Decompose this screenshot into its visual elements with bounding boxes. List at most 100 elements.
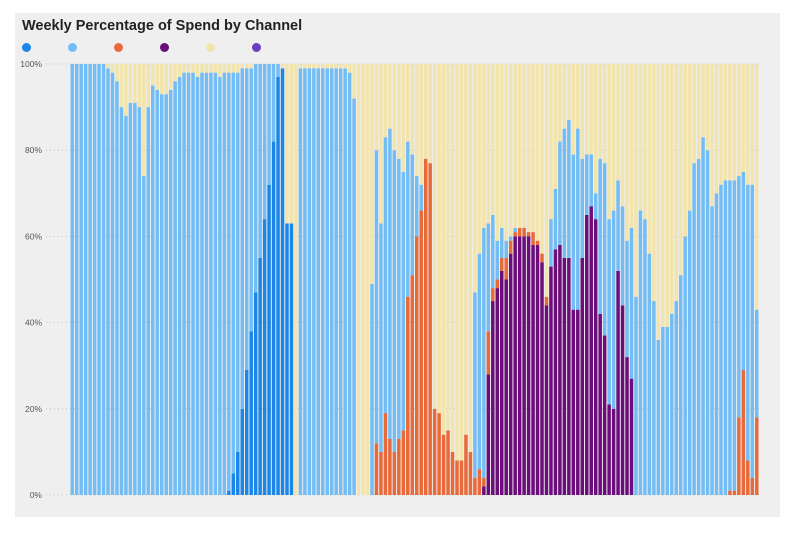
- bar-segment: [312, 64, 316, 69]
- bar-segment: [392, 150, 397, 452]
- bar-segment: [540, 262, 544, 495]
- bar-segment: [486, 64, 491, 224]
- bar-segment: [115, 64, 119, 82]
- y-tick-label: 20%: [25, 404, 42, 414]
- bar-segment: [750, 64, 755, 185]
- bar-segment: [522, 64, 526, 228]
- bar-segment: [571, 154, 576, 310]
- bar-segment: [383, 413, 388, 495]
- bar-segment: [629, 227, 634, 379]
- bar-segment: [213, 72, 218, 496]
- bar-segment: [719, 184, 723, 495]
- bar-segment: [491, 214, 495, 289]
- bar-segment: [589, 154, 593, 207]
- bar-segment: [240, 68, 244, 409]
- bar-segment: [500, 227, 504, 258]
- bar-segment: [137, 107, 142, 495]
- bar-segment: [504, 240, 508, 258]
- bar-segment: [504, 64, 508, 241]
- bar-segment: [338, 64, 343, 69]
- bar-segment: [567, 257, 571, 495]
- bar-segment: [732, 490, 737, 495]
- bar-segment: [741, 370, 746, 495]
- bar-segment: [240, 408, 244, 495]
- bar-segment: [388, 64, 392, 129]
- bar-segment: [508, 236, 513, 241]
- bar-segment: [585, 154, 589, 215]
- bar-segment: [652, 64, 656, 302]
- bar-segment: [714, 64, 719, 194]
- bar-segment: [647, 64, 652, 254]
- bar-segment: [450, 451, 455, 495]
- bar-segment: [325, 64, 329, 69]
- bar-segment: [661, 64, 665, 327]
- bar-segment: [249, 68, 253, 332]
- bar-segment: [321, 64, 325, 69]
- bar-segment: [186, 64, 191, 73]
- bar-segment: [553, 188, 558, 250]
- bar-segment: [696, 64, 701, 159]
- bar-segment: [334, 64, 338, 69]
- bar-segment: [755, 64, 759, 310]
- bar-segment: [598, 313, 602, 495]
- bar-segment: [576, 309, 580, 495]
- bar-segment: [218, 64, 222, 77]
- bar-segment: [374, 150, 379, 444]
- bar-segment: [553, 64, 558, 189]
- bar-segment: [276, 64, 280, 77]
- bar-segment: [146, 107, 151, 495]
- bar-segment: [540, 64, 544, 254]
- bar-segment: [280, 68, 285, 495]
- bar-segment: [625, 240, 629, 358]
- bar-segment: [486, 374, 491, 495]
- bar-segment: [522, 227, 526, 237]
- bar-segment: [611, 408, 616, 495]
- bar-segment: [173, 81, 177, 496]
- bar-segment: [504, 279, 508, 495]
- bar-segment: [200, 64, 204, 73]
- bar-segment: [406, 141, 410, 297]
- bar-segment: [316, 68, 321, 495]
- bar-segment: [119, 64, 124, 108]
- legend-swatch-icon: [160, 43, 169, 52]
- chart-title: Weekly Percentage of Spend by Channel: [22, 18, 303, 34]
- bar-segment: [159, 64, 164, 95]
- bar-segment: [638, 210, 643, 496]
- bar-segment: [209, 72, 213, 496]
- bar-segment: [410, 275, 415, 495]
- bar-segment: [482, 486, 486, 495]
- bar-segment: [620, 305, 625, 495]
- bar-segment: [580, 64, 585, 159]
- bar-segment: [370, 64, 374, 284]
- bar-segment: [674, 301, 678, 495]
- bar-segment: [240, 64, 244, 69]
- bar-segment: [486, 331, 491, 375]
- bar-segment: [236, 451, 240, 495]
- bar-segment: [392, 451, 397, 495]
- bar-segment: [244, 370, 249, 495]
- y-tick-label: 0%: [30, 490, 43, 500]
- bar-segment: [643, 64, 647, 220]
- bar-segment: [728, 180, 732, 491]
- bar-segment: [374, 64, 379, 151]
- bar-segment: [414, 236, 419, 495]
- bar-segment: [473, 292, 477, 478]
- bar-segment: [562, 257, 567, 495]
- bar-segment: [593, 219, 598, 495]
- bar-segment: [701, 137, 705, 495]
- bar-segment: [280, 64, 285, 69]
- bar-segment: [683, 236, 687, 495]
- bar-segment: [500, 270, 504, 495]
- bar-segment: [687, 64, 692, 211]
- bar-segment: [495, 279, 500, 289]
- bar-segment: [459, 460, 464, 495]
- legend-swatch-icon: [114, 43, 123, 52]
- bar-segment: [397, 158, 401, 439]
- bar-segment: [352, 64, 356, 99]
- bar-segment: [253, 64, 258, 293]
- bar-segment: [746, 460, 750, 495]
- bar-segment: [580, 158, 585, 258]
- bar-segment: [186, 72, 191, 496]
- bar-segment: [253, 292, 258, 495]
- bar-segment: [155, 64, 159, 90]
